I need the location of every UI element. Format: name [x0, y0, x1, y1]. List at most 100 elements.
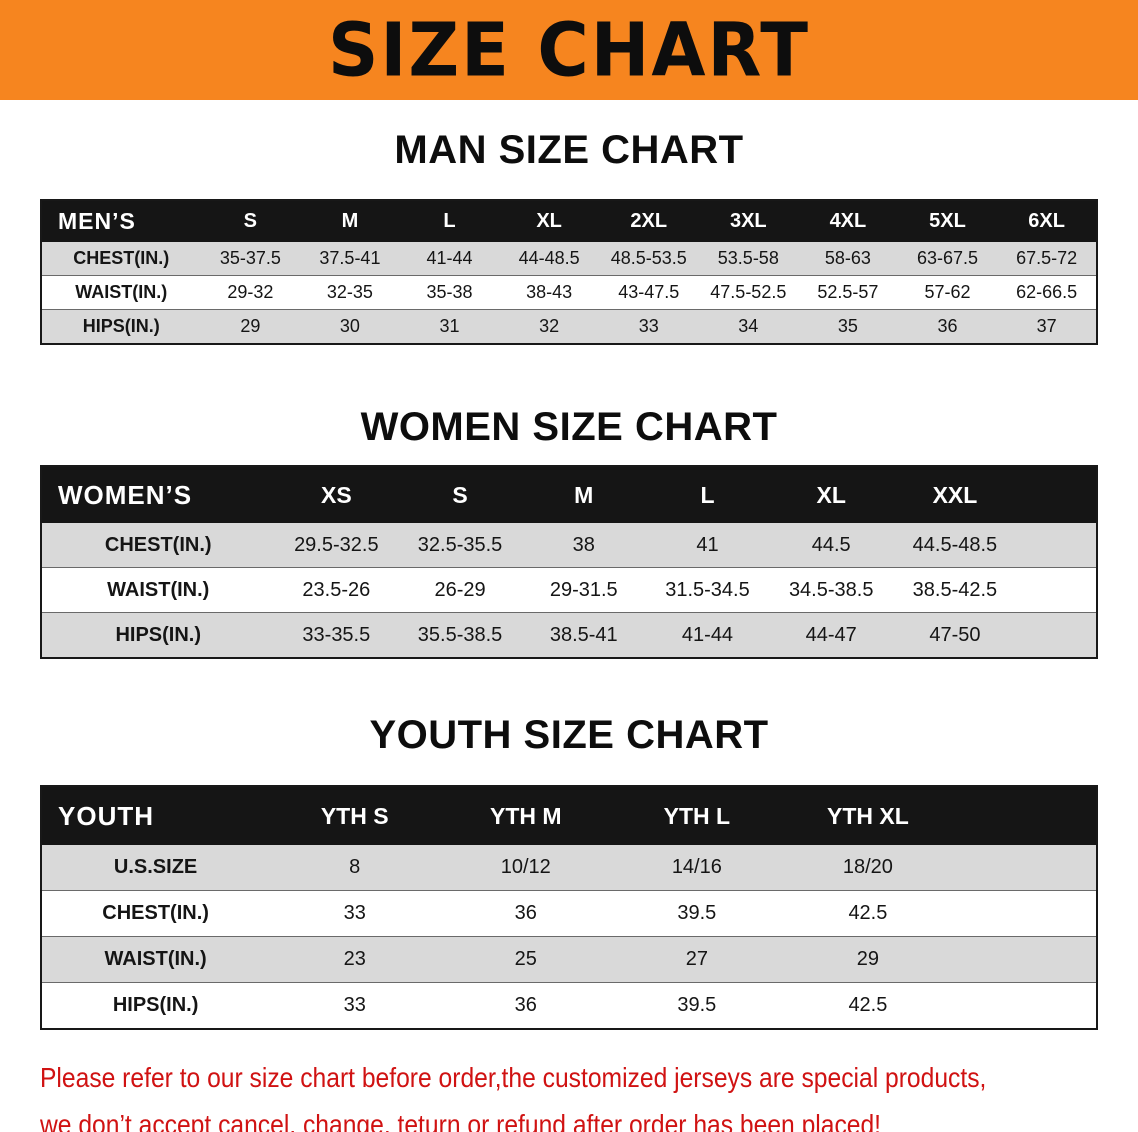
size-column-header: YTH XL	[782, 786, 954, 845]
section-youth: YOUTH SIZE CHART YOUTH YTH S YTH M YTH L YTH…	[0, 711, 1138, 1030]
size-value: 48.5-53.5	[598, 242, 699, 276]
size-value: 29.5-32.5	[274, 523, 399, 568]
size-value: 29-31.5	[521, 567, 646, 613]
row-label: U.S.SIZE	[41, 845, 270, 891]
size-value: 35	[798, 309, 898, 344]
row-label: CHEST(IN.)	[41, 890, 270, 937]
disclaimer-note: Please refer to our size chart before or…	[40, 1054, 1138, 1132]
size-column-header: YTH S	[269, 786, 441, 845]
size-value: 23	[269, 936, 441, 983]
size-value: 33	[269, 982, 441, 1029]
size-value: 57-62	[897, 275, 998, 310]
size-value: 38.5-41	[521, 612, 646, 658]
size-value: 47-50	[893, 612, 1017, 658]
size-column-header: M	[300, 200, 400, 242]
row-label: CHEST(IN.)	[41, 523, 275, 568]
table-row: HIPS(IN.) 29 30 31 32 33 34 35 36 37	[41, 309, 1097, 344]
size-value: 32.5-35.5	[398, 523, 522, 568]
youth-size-table: YOUTH YTH S YTH M YTH L YTH XL U.S.SIZE 8 10/12…	[40, 785, 1098, 1030]
women-size-table: WOMEN’S XS S M L XL XXL CHEST(IN.) 29.5-32.5 32.5…	[40, 465, 1098, 659]
table-header-row: MEN’S S M L XL 2XL 3XL 4XL 5XL 6XL	[41, 200, 1097, 242]
table-row: CHEST(IN.) 29.5-32.5 32.5-35.5 38 41 44.5 44.5…	[41, 523, 1097, 568]
table-row: HIPS(IN.) 33 36 39.5 42.5	[41, 982, 1097, 1029]
size-value: 29	[200, 309, 301, 344]
size-value: 29-32	[200, 275, 301, 310]
row-spacer-cell	[1016, 523, 1097, 568]
row-label: WAIST(IN.)	[41, 567, 275, 613]
size-value: 33	[598, 309, 699, 344]
size-column-header: L	[399, 200, 500, 242]
table-title-cell: WOMEN’S	[41, 466, 275, 523]
table-row: U.S.SIZE 8 10/12 14/16 18/20	[41, 845, 1097, 891]
size-value: 67.5-72	[997, 242, 1097, 276]
size-value: 35.5-38.5	[398, 612, 522, 658]
size-value: 41-44	[399, 242, 500, 276]
men-size-table: MEN’S S M L XL 2XL 3XL 4XL 5XL 6XL CHEST(IN.) 35-37…	[40, 199, 1098, 345]
size-value: 44.5-48.5	[893, 523, 1017, 568]
size-value: 62-66.5	[997, 275, 1097, 310]
table-row: WAIST(IN.) 23 25 27 29	[41, 936, 1097, 983]
size-value: 39.5	[611, 890, 783, 937]
size-value: 25	[440, 936, 612, 983]
row-label: HIPS(IN.)	[41, 982, 270, 1029]
size-value: 58-63	[798, 242, 898, 276]
size-value: 35-37.5	[200, 242, 301, 276]
size-value: 8	[269, 845, 441, 891]
size-column-header: 6XL	[997, 200, 1097, 242]
table-header-row: YOUTH YTH S YTH M YTH L YTH XL	[41, 786, 1097, 845]
size-value: 29	[782, 936, 954, 983]
disclaimer-line-2: we don’t accept cancel, change, teturn o…	[40, 1109, 882, 1132]
size-column-header: 2XL	[598, 200, 699, 242]
size-value: 35-38	[399, 275, 500, 310]
row-label: WAIST(IN.)	[41, 936, 270, 983]
row-spacer-cell	[953, 982, 1097, 1029]
table-row: CHEST(IN.) 33 36 39.5 42.5	[41, 890, 1097, 937]
table-row: WAIST(IN.) 29-32 32-35 35-38 38-43 43-47.5 47.…	[41, 275, 1097, 310]
disclaimer-line-1: Please refer to our size chart before or…	[40, 1062, 987, 1093]
size-column-header: S	[398, 466, 522, 523]
size-value: 10/12	[440, 845, 612, 891]
size-value: 53.5-58	[698, 242, 799, 276]
size-value: 41	[645, 523, 770, 568]
size-value: 14/16	[611, 845, 783, 891]
size-column-header: XS	[274, 466, 399, 523]
size-value: 23.5-26	[274, 567, 399, 613]
size-value: 32	[499, 309, 599, 344]
banner: SIZE CHART	[0, 0, 1138, 100]
section-women: WOMEN SIZE CHART WOMEN’S XS S M L XL XXL CHEST(…	[0, 403, 1138, 659]
size-column-header: 4XL	[798, 200, 898, 242]
size-value: 43-47.5	[598, 275, 699, 310]
row-spacer-cell	[953, 845, 1097, 891]
size-value: 38.5-42.5	[893, 567, 1017, 613]
row-label: HIPS(IN.)	[41, 612, 275, 658]
size-value: 42.5	[782, 890, 954, 937]
table-title-cell: YOUTH	[41, 786, 270, 845]
header-spacer-cell	[953, 786, 1097, 845]
row-spacer-cell	[953, 890, 1097, 937]
size-value: 63-67.5	[897, 242, 998, 276]
size-value: 41-44	[645, 612, 770, 658]
table-row: HIPS(IN.) 33-35.5 35.5-38.5 38.5-41 41-44 44-…	[41, 612, 1097, 658]
size-column-header: S	[200, 200, 301, 242]
table-row: CHEST(IN.) 35-37.5 37.5-41 41-44 44-48.5 48.5…	[41, 242, 1097, 276]
size-value: 47.5-52.5	[698, 275, 799, 310]
size-value: 38	[521, 523, 646, 568]
table-row: WAIST(IN.) 23.5-26 26-29 29-31.5 31.5-34.5 34…	[41, 567, 1097, 613]
size-value: 37.5-41	[300, 242, 400, 276]
size-value: 44-47	[769, 612, 894, 658]
row-spacer-cell	[953, 936, 1097, 983]
size-value: 52.5-57	[798, 275, 898, 310]
size-value: 39.5	[611, 982, 783, 1029]
row-label: HIPS(IN.)	[41, 309, 201, 344]
size-value: 33-35.5	[274, 612, 399, 658]
size-value: 18/20	[782, 845, 954, 891]
youth-section-heading: YOUTH SIZE CHART	[369, 713, 769, 757]
size-value: 37	[997, 309, 1097, 344]
content: MAN SIZE CHART MEN’S S M L XL 2XL 3XL 4XL 5XL 6XL…	[0, 126, 1138, 1132]
size-value: 36	[440, 890, 612, 937]
size-value: 34.5-38.5	[769, 567, 894, 613]
table-header-row: WOMEN’S XS S M L XL XXL	[41, 466, 1097, 523]
page-title: SIZE CHART	[327, 6, 811, 94]
size-value: 33	[269, 890, 441, 937]
size-value: 32-35	[300, 275, 400, 310]
